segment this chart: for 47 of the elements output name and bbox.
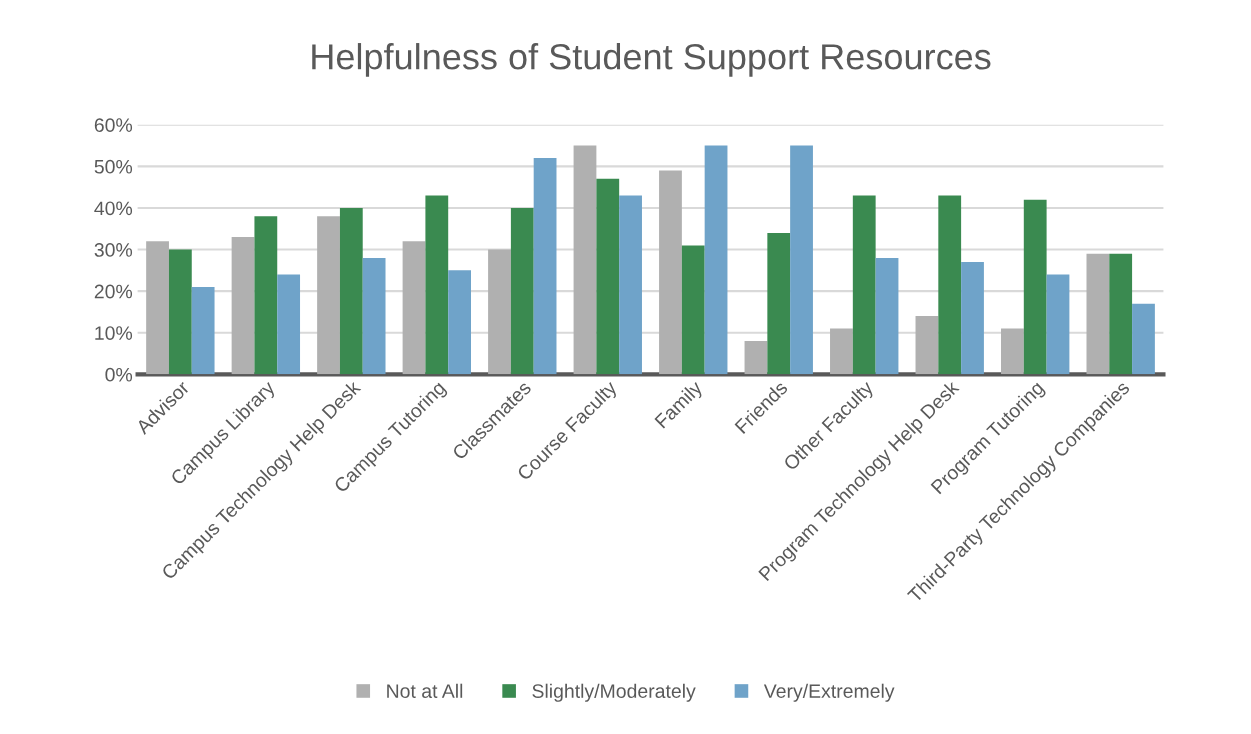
bar [1109,253,1133,375]
bar [510,207,534,375]
bar [448,270,471,375]
y-tick-label: 30% [94,243,133,257]
bar [146,241,169,375]
bar [1132,303,1155,375]
bar [619,195,642,375]
bar [339,207,363,375]
y-tick-label: 0% [105,367,133,382]
bar [915,316,939,375]
bar [938,195,962,375]
bar [596,178,620,375]
bar [362,257,386,375]
bar [1023,199,1047,375]
bar [317,216,340,375]
legend-label: Slightly/Moderately [532,683,696,702]
bar [254,216,278,375]
bar [681,245,705,375]
bar [277,274,301,375]
legend-label: Not at All [387,683,463,698]
y-tick-label: 40% [94,201,133,216]
y-tick-label: 50% [94,159,133,174]
bar [852,195,876,375]
bar [704,145,728,375]
bar [1001,328,1024,375]
bar [744,341,768,375]
bar [168,249,192,375]
bar [533,158,557,375]
bar [488,249,511,375]
bar [231,237,255,375]
bar [961,262,984,375]
bar [573,145,597,375]
y-tick-label: 10% [95,326,133,340]
chart-title: Helpfulness of Student Support Resources [312,43,991,77]
bar [875,257,899,375]
bar [1046,274,1070,375]
bar [1086,253,1110,375]
y-tick-label: 60% [94,118,133,133]
bar [830,328,853,375]
bar [191,286,215,375]
legend-label: Very/Extremely [763,683,895,702]
bar [767,232,791,375]
bar [790,145,813,375]
y-tick-label: 20% [94,284,133,299]
bar [402,241,426,375]
bar [659,170,682,375]
bar [425,195,449,375]
